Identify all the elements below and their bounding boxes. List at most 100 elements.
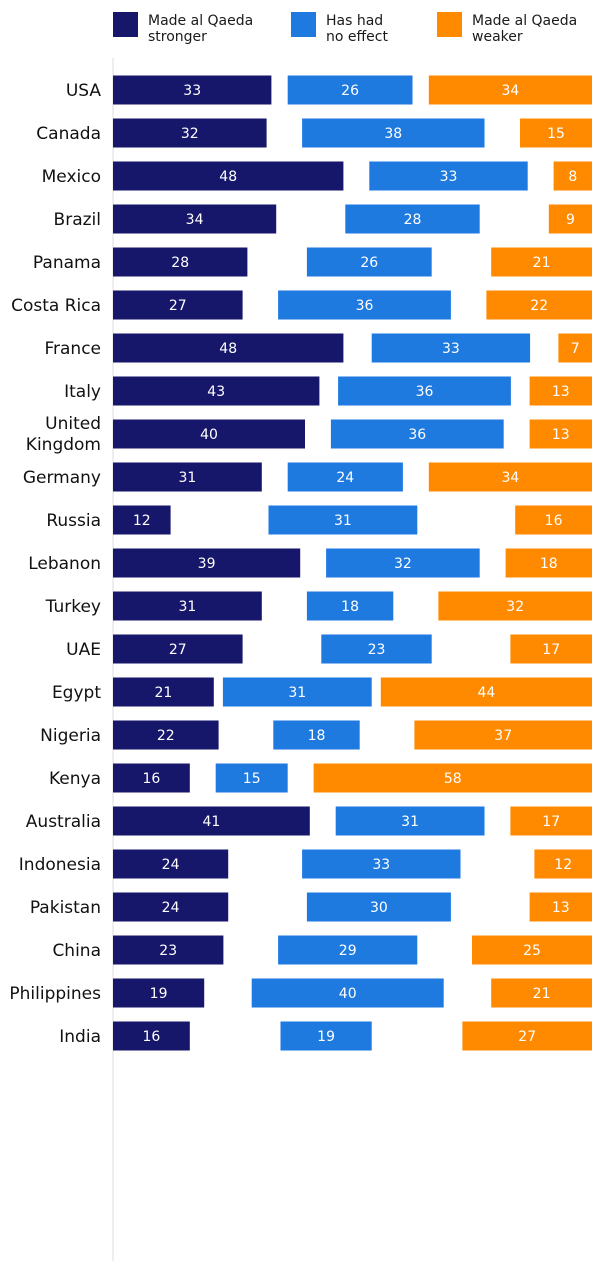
bar-stronger-label: 21 xyxy=(154,685,172,701)
country-row: Brazil 34 28 9 xyxy=(54,204,592,234)
country-row: Nigeria 22 18 37 xyxy=(40,720,592,750)
bar-stronger xyxy=(113,161,344,191)
bar-stronger-label: 28 xyxy=(171,255,189,271)
bar-weaker xyxy=(529,419,592,449)
bar-no-effect xyxy=(326,548,480,578)
bar-no-effect-label: 31 xyxy=(288,685,306,701)
bar-stronger-label: 16 xyxy=(142,1029,160,1045)
bar-no-effect xyxy=(335,806,485,836)
legend-label-3: Made al Qaeda xyxy=(472,13,577,29)
bar-weaker-label: 44 xyxy=(477,685,495,701)
bar-weaker xyxy=(558,333,592,363)
bar-weaker-label: 37 xyxy=(494,728,512,744)
bar-no-effect xyxy=(306,892,451,922)
bar-weaker xyxy=(414,720,592,750)
country-label: Panama xyxy=(33,253,101,273)
country-row: Mexico 48 33 8 xyxy=(42,161,592,191)
bar-stronger xyxy=(113,849,229,879)
bar-weaker-label: 21 xyxy=(533,255,551,271)
bar-no-effect xyxy=(302,849,461,879)
bar-weaker-label: 21 xyxy=(533,986,551,1002)
bar-weaker xyxy=(313,763,592,793)
bar-stronger xyxy=(113,247,248,277)
country-label: Kenya xyxy=(49,769,101,789)
legend-swatch-2 xyxy=(291,12,316,37)
bar-weaker-label: 16 xyxy=(545,513,563,529)
bar-stronger xyxy=(113,290,243,320)
country-label: Turkey xyxy=(45,597,101,617)
bar-no-effect-label: 32 xyxy=(394,556,412,572)
legend-label-2: Has had xyxy=(326,13,383,29)
bar-no-effect xyxy=(278,290,451,320)
country-row: USA 33 26 34 xyxy=(66,75,592,105)
bar-no-effect-label: 38 xyxy=(384,126,402,142)
country-row: France 48 33 7 xyxy=(44,333,592,363)
bar-stronger xyxy=(113,935,224,965)
bar-no-effect xyxy=(369,161,528,191)
bar-weaker-label: 17 xyxy=(542,642,560,658)
country-row: Australia 41 31 17 xyxy=(26,806,592,836)
legend-label-1: stronger xyxy=(148,29,207,45)
bar-stronger xyxy=(113,892,229,922)
bar-stronger-label: 24 xyxy=(162,857,180,873)
country-label: Costa Rica xyxy=(11,296,101,316)
bar-weaker xyxy=(491,247,592,277)
bar-weaker xyxy=(438,591,592,621)
bar-weaker-label: 25 xyxy=(523,943,541,959)
bar-no-effect-label: 36 xyxy=(408,427,426,443)
bar-weaker xyxy=(380,677,592,707)
bar-stronger-label: 31 xyxy=(178,599,196,615)
bar-no-effect-label: 19 xyxy=(317,1029,335,1045)
country-row: Canada 32 38 15 xyxy=(36,118,592,148)
legend-swatch-3 xyxy=(437,12,462,37)
country-label: Australia xyxy=(26,812,101,832)
bar-no-effect xyxy=(306,591,394,621)
country-row: Kenya 16 15 58 xyxy=(49,763,592,793)
bar-weaker xyxy=(505,548,592,578)
bar-no-effect-label: 33 xyxy=(440,169,458,185)
bar-stronger xyxy=(113,763,190,793)
country-row: UAE 27 23 17 xyxy=(66,634,592,664)
bar-no-effect xyxy=(345,204,480,234)
country-label: USA xyxy=(66,81,102,101)
country-row: Germany 31 24 34 xyxy=(23,462,592,492)
bar-stronger xyxy=(113,75,272,105)
bar-stronger xyxy=(113,1021,190,1051)
bar-no-effect-label: 29 xyxy=(339,943,357,959)
chart-rows: USA 33 26 34 Canada 32 38 15 Mexico 48 33 8 Brazil 34… xyxy=(9,75,592,1051)
bar-weaker-label: 7 xyxy=(571,341,580,357)
country-label: Canada xyxy=(36,124,101,144)
bar-no-effect-label: 40 xyxy=(339,986,357,1002)
bar-no-effect-label: 31 xyxy=(401,814,419,830)
bar-weaker xyxy=(428,462,592,492)
bar-no-effect-label: 18 xyxy=(308,728,326,744)
bar-stronger xyxy=(113,806,310,836)
country-label: China xyxy=(52,941,101,961)
bar-stronger xyxy=(113,333,344,363)
country-label: Brazil xyxy=(54,210,101,230)
bar-no-effect-label: 26 xyxy=(360,255,378,271)
bar-weaker-label: 22 xyxy=(530,298,548,314)
bar-stronger xyxy=(113,720,219,750)
bar-stronger-label: 40 xyxy=(200,427,218,443)
bar-no-effect-label: 24 xyxy=(336,470,354,486)
bar-weaker-label: 9 xyxy=(566,212,575,228)
bar-no-effect-label: 31 xyxy=(334,513,352,529)
bar-weaker-label: 13 xyxy=(552,427,570,443)
country-label: Pakistan xyxy=(30,898,101,918)
bar-weaker xyxy=(529,892,592,922)
bar-weaker-label: 13 xyxy=(552,384,570,400)
country-label: France xyxy=(44,339,101,359)
country-row: United Kingdom 40 36 13 xyxy=(26,414,592,455)
bar-stronger-label: 41 xyxy=(202,814,220,830)
bar-stronger-label: 31 xyxy=(178,470,196,486)
bar-no-effect xyxy=(330,419,504,449)
bar-stronger-label: 23 xyxy=(159,943,177,959)
bar-stronger-label: 32 xyxy=(181,126,199,142)
country-label: Indonesia xyxy=(19,855,101,875)
bar-no-effect-label: 33 xyxy=(372,857,390,873)
bar-weaker-label: 17 xyxy=(542,814,560,830)
bar-weaker-label: 15 xyxy=(547,126,565,142)
country-row: Turkey 31 18 32 xyxy=(45,591,592,621)
